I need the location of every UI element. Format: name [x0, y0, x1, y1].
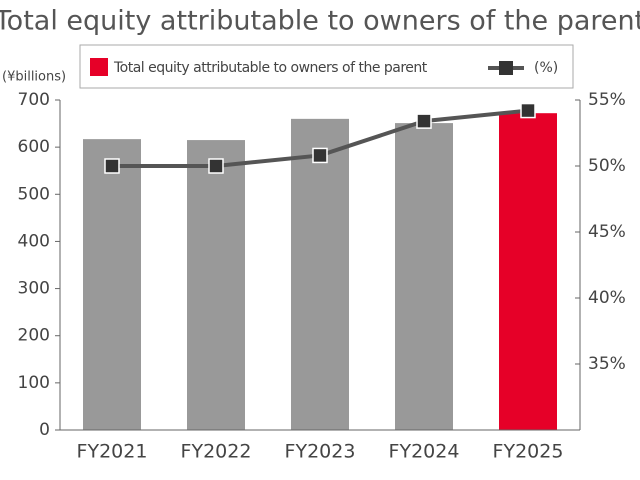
- legend-label: (%): [534, 60, 558, 76]
- x-tick-label: FY2024: [389, 441, 460, 463]
- legend-label: Total equity attributable to owners of t…: [113, 60, 428, 76]
- y-tick-label: 700: [18, 90, 50, 110]
- bar: [187, 140, 245, 431]
- y-tick-label: 500: [18, 184, 50, 204]
- y-tick-label: 0: [39, 420, 50, 440]
- y-tick-label: 400: [18, 231, 50, 251]
- y2-tick-label: 35%: [588, 354, 626, 374]
- y-axis-label: (¥billions): [2, 70, 66, 85]
- x-tick-label: FY2022: [181, 441, 252, 463]
- legend-swatch: [90, 58, 108, 76]
- x-tick-label: FY2023: [285, 441, 356, 463]
- bar: [499, 113, 557, 430]
- x-tick-label: FY2021: [77, 441, 148, 463]
- y-tick-label: 200: [18, 326, 50, 346]
- marker: [520, 102, 536, 119]
- marker: [104, 158, 120, 174]
- y2-tick-label: 45%: [588, 222, 626, 242]
- bar: [291, 118, 349, 430]
- bar: [83, 139, 141, 430]
- y-tick-label: 300: [18, 279, 50, 299]
- marker: [416, 113, 432, 129]
- y2-tick-label: 55%: [588, 90, 626, 110]
- x-tick-label: FY2025: [493, 441, 564, 463]
- marker: [312, 147, 328, 164]
- marker: [208, 158, 224, 174]
- y2-tick-label: 50%: [588, 156, 626, 176]
- y-tick-label: 600: [18, 137, 50, 157]
- bar: [395, 123, 453, 430]
- y-tick-label: 100: [18, 373, 50, 393]
- legend-marker: [499, 61, 513, 75]
- y2-tick-label: 40%: [588, 288, 626, 308]
- chart-title: Total equity attributable to owners of t…: [0, 6, 640, 37]
